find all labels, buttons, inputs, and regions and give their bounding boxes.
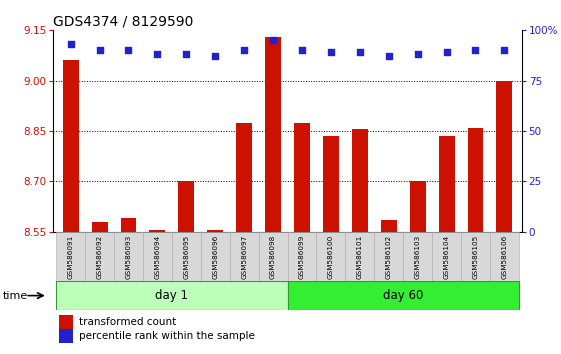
Text: GSM586098: GSM586098 (270, 235, 276, 279)
Text: GSM586091: GSM586091 (68, 235, 73, 279)
FancyBboxPatch shape (229, 232, 259, 281)
Bar (149, 230, 165, 232)
FancyBboxPatch shape (432, 232, 461, 281)
Text: transformed count: transformed count (79, 317, 176, 327)
Text: GSM586106: GSM586106 (502, 235, 507, 279)
Text: GSM586096: GSM586096 (212, 235, 218, 279)
Point (355, 50, 364, 55)
Text: GSM586102: GSM586102 (386, 235, 392, 279)
Bar (288, 281, 519, 310)
FancyBboxPatch shape (56, 232, 85, 281)
Point (327, 50, 335, 55)
Text: GSM586103: GSM586103 (415, 235, 421, 279)
Bar (236, 122, 252, 232)
Bar (467, 128, 484, 232)
Bar (294, 122, 310, 232)
Point (269, 37, 278, 43)
Bar (265, 37, 281, 232)
Point (297, 47, 306, 53)
Point (153, 51, 162, 57)
FancyBboxPatch shape (461, 232, 490, 281)
Text: GSM586101: GSM586101 (357, 235, 363, 279)
FancyBboxPatch shape (143, 232, 172, 281)
Bar (63, 60, 79, 232)
Point (384, 53, 393, 59)
Point (124, 47, 133, 53)
Text: GSM586097: GSM586097 (241, 235, 247, 279)
Bar (56, 281, 287, 310)
Bar (178, 182, 194, 232)
Bar (207, 230, 223, 232)
Point (66, 41, 75, 47)
FancyBboxPatch shape (374, 232, 403, 281)
Text: day 1: day 1 (155, 289, 188, 302)
FancyBboxPatch shape (172, 232, 201, 281)
Text: time: time (3, 291, 28, 301)
Text: GSM586093: GSM586093 (126, 235, 131, 279)
Point (182, 51, 191, 57)
Point (442, 50, 451, 55)
FancyBboxPatch shape (403, 232, 432, 281)
Text: GDS4374 / 8129590: GDS4374 / 8129590 (53, 14, 194, 28)
Bar (410, 182, 426, 232)
Bar (121, 218, 136, 232)
Point (413, 51, 422, 57)
FancyBboxPatch shape (316, 232, 346, 281)
Point (471, 47, 480, 53)
Point (240, 47, 249, 53)
Text: GSM586094: GSM586094 (154, 235, 160, 279)
Text: GSM586105: GSM586105 (472, 235, 479, 279)
FancyBboxPatch shape (114, 232, 143, 281)
FancyBboxPatch shape (288, 232, 316, 281)
FancyBboxPatch shape (201, 232, 229, 281)
Point (500, 47, 509, 53)
Text: GSM586095: GSM586095 (183, 235, 189, 279)
Text: day 60: day 60 (383, 289, 424, 302)
FancyBboxPatch shape (490, 232, 519, 281)
Text: GSM586100: GSM586100 (328, 235, 334, 279)
Text: GSM586104: GSM586104 (444, 235, 449, 279)
Bar (381, 220, 397, 232)
FancyBboxPatch shape (346, 232, 374, 281)
Text: percentile rank within the sample: percentile rank within the sample (79, 331, 255, 341)
Bar (323, 136, 339, 232)
FancyBboxPatch shape (85, 232, 114, 281)
Point (95, 47, 104, 53)
Point (211, 53, 220, 59)
Bar (439, 136, 454, 232)
Bar (496, 81, 512, 232)
Bar (352, 129, 368, 232)
Text: GSM586099: GSM586099 (299, 235, 305, 279)
FancyBboxPatch shape (259, 232, 288, 281)
Bar (91, 222, 108, 232)
Text: GSM586092: GSM586092 (96, 235, 103, 279)
